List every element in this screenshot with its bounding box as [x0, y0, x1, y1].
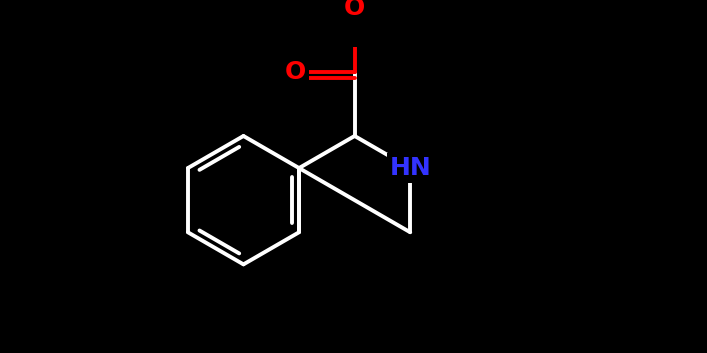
Text: O: O: [285, 60, 306, 84]
Text: O: O: [344, 0, 366, 20]
Text: HN: HN: [390, 156, 431, 180]
